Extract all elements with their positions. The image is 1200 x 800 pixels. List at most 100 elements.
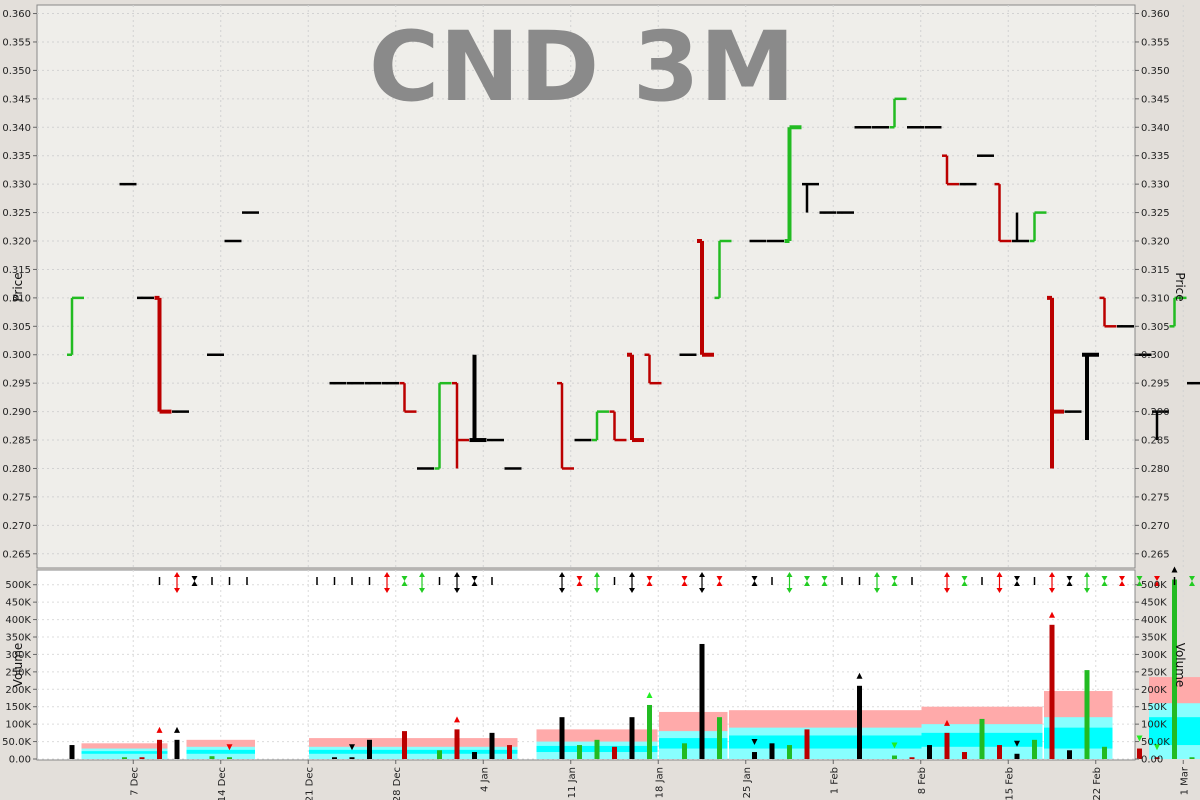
ohlc-bar [1064, 410, 1082, 413]
signal-hourglass-bottom [471, 581, 478, 586]
price-tick-label-right: 0.290 [1141, 407, 1170, 418]
volume-tick-label-left: 50.0K [2, 737, 31, 748]
volume-tick-label-right: 150K [1141, 702, 1167, 713]
volume-axis-title-left: Volume [11, 643, 25, 688]
date-tick-label: 28 Dec [392, 767, 403, 800]
signal-arrow-down [559, 588, 565, 593]
signal-arrow-up [944, 572, 950, 577]
volume-band-cyan [309, 749, 518, 754]
volume-bar [1102, 746, 1107, 759]
volume-bar [332, 757, 337, 759]
volume-marker-down [1136, 735, 1143, 742]
volume-bar [349, 757, 355, 759]
ohlc-bar [504, 467, 522, 470]
ohlc-bar [784, 125, 802, 244]
volume-markers [156, 566, 1178, 751]
signal-arrow-up [996, 572, 1003, 577]
signal-hourglass-top [681, 576, 688, 581]
ohlc-bar [924, 126, 942, 129]
ohlc-bar [627, 352, 644, 443]
volume-tick-label-left: 150K [5, 702, 31, 713]
volume-marker-up [174, 726, 180, 733]
signal-hourglass-bottom [804, 581, 810, 586]
price-tick-label-left: 0.330 [2, 180, 31, 191]
signal-hourglass-bottom [1154, 581, 1160, 586]
ohlc-bar [679, 353, 697, 356]
volume-bar [997, 745, 1002, 759]
ohlc-bar [644, 353, 662, 385]
ohlc-bar [224, 239, 242, 243]
volume-tick-label-right: 50.0K [1141, 737, 1170, 748]
ohlc-bar [959, 182, 977, 186]
signal-hourglass-top [1136, 576, 1143, 581]
volume-bar [472, 752, 477, 759]
ohlc-bar [172, 410, 189, 413]
volume-marker-up [646, 691, 653, 698]
signal-hourglass-bottom [716, 581, 723, 586]
volume-bar [1067, 750, 1072, 759]
price-tick-label-right: 0.310 [1141, 293, 1170, 304]
price-tick-label-left: 0.360 [2, 9, 31, 20]
volume-bar [769, 743, 775, 759]
signal-arrow-down [594, 588, 600, 593]
ohlc-bar [697, 239, 714, 357]
price-tick-label-right: 0.350 [1141, 66, 1170, 77]
date-tick-label: 25 Jan [742, 767, 753, 798]
volume-bar [682, 743, 687, 759]
volume-bars [69, 579, 1195, 759]
ohlc-bar [364, 381, 382, 385]
price-grid [37, 5, 1184, 568]
volume-bar [909, 757, 915, 759]
signal-arrow-down [384, 588, 390, 593]
volume-band-cyan [186, 749, 255, 754]
signal-hourglass-bottom [401, 581, 408, 586]
volume-marker-down [349, 744, 355, 751]
volume-bar [139, 757, 145, 759]
volume-band-cyan [1044, 727, 1113, 749]
volume-tick-label-left: 500K [5, 580, 31, 591]
volume-tick-label-left: 300K [5, 650, 31, 661]
volume-bar [857, 685, 862, 759]
ohlc-bar [1047, 295, 1064, 469]
price-tick-label-right: 0.345 [1141, 94, 1170, 105]
signal-hourglass-top [1066, 576, 1073, 581]
ohlc-bar [1152, 410, 1169, 441]
volume-tick-label-left: 400K [5, 615, 31, 626]
volume-bar [892, 755, 897, 759]
date-tick-label: 1 Mar [1179, 766, 1190, 795]
ohlc-bar [417, 467, 434, 470]
ohlc-bar [819, 211, 837, 214]
price-tick-label-left: 0.290 [2, 407, 31, 418]
ohlc-bar [977, 154, 994, 157]
volume-bar [437, 750, 442, 759]
signal-hourglass-top [191, 576, 198, 581]
volume-bar [489, 732, 495, 759]
price-tick-label-right: 0.270 [1141, 521, 1170, 532]
volume-bar [1084, 670, 1090, 759]
price-tick-label-right: 0.325 [1141, 208, 1170, 219]
signal-arrow-up [559, 572, 565, 577]
price-tick-label-right: 0.330 [1141, 180, 1170, 191]
date-tick-label: 7 Dec [129, 767, 140, 796]
signal-hourglass-top [961, 576, 968, 581]
ohlc-bar [487, 438, 504, 442]
volume-bar [227, 757, 232, 759]
ohlc-bar [609, 410, 627, 442]
price-axis-title-left: Price [11, 272, 25, 301]
ohlc-bar [1187, 381, 1200, 385]
signal-arrow-up [1049, 572, 1055, 577]
signal-hourglass-bottom [1014, 581, 1020, 586]
price-tick-label-left: 0.280 [2, 464, 31, 475]
date-tick-label: 21 Dec [304, 767, 315, 800]
date-tick-label: 14 Dec [217, 767, 228, 800]
volume-tick-label-right: 250K [1141, 667, 1167, 678]
ohlc-bar [137, 296, 154, 300]
price-axis-title-right: Price [1173, 272, 1187, 301]
ohlc-bar [452, 381, 469, 469]
signal-arrow-down [996, 588, 1003, 593]
signal-arrow-down [419, 588, 425, 593]
signal-arrow-down [1049, 588, 1055, 593]
signal-arrow-down [944, 588, 950, 593]
volume-bar [944, 732, 950, 759]
